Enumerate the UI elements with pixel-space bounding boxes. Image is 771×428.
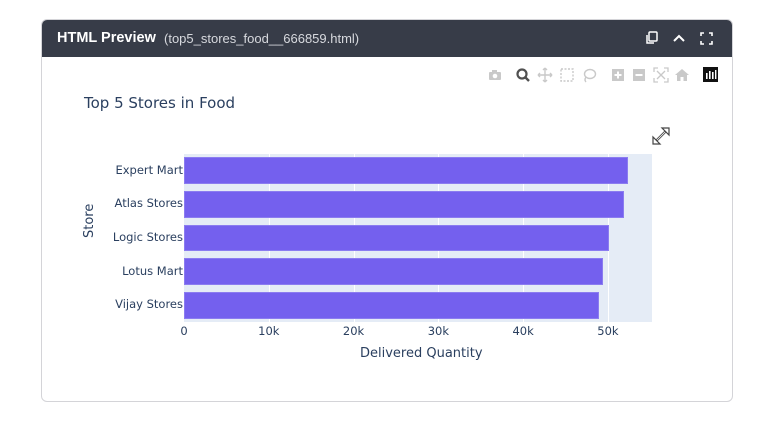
bar-atlas-stores[interactable] [184, 190, 625, 218]
box-select-icon[interactable] [559, 67, 575, 83]
lasso-select-icon[interactable] [581, 67, 597, 83]
resize-diagonal-icon[interactable] [651, 126, 671, 150]
panel-filename: (top5_stores_food__666859.html) [164, 31, 360, 46]
panel-title: HTML Preview [57, 30, 156, 46]
zoom-out-icon[interactable] [631, 67, 647, 83]
x-tick-label: 10k [258, 324, 280, 338]
x-tick-label: 50k [597, 324, 619, 338]
plotly-logo-icon[interactable] [703, 67, 719, 83]
camera-icon[interactable] [487, 67, 503, 83]
pan-icon[interactable] [537, 67, 553, 83]
zoom-icon[interactable] [515, 67, 531, 83]
x-axis-title: Delivered Quantity [360, 346, 483, 361]
y-tick-label: Expert Mart [115, 162, 183, 177]
collapse-chevron-up-icon[interactable] [670, 29, 688, 47]
bar-logic-stores[interactable] [184, 224, 609, 252]
y-axis-title: Store [82, 203, 97, 238]
autoscale-icon[interactable] [653, 67, 669, 83]
y-axis-tick-labels: Expert Mart Atlas Stores Logic Stores Lotus… [42, 154, 183, 322]
x-tick-label: 20k [342, 324, 365, 338]
x-tick-label: 40k [512, 324, 534, 338]
y-tick-label: Logic Stores [112, 230, 183, 244]
panel-header: HTML Preview (top5_stores_food__666859.h… [42, 20, 732, 57]
html-preview-panel: HTML Preview (top5_stores_food__666859.h… [41, 19, 733, 402]
chart-plot-area[interactable] [184, 154, 652, 322]
bar-lotus-mart[interactable] [184, 258, 603, 286]
copy-icon[interactable] [643, 29, 661, 47]
x-tick-label: 0 [180, 324, 188, 338]
chart-title: Top 5 Stores in Food [84, 94, 236, 112]
reset-axes-home-icon[interactable] [674, 67, 690, 83]
y-tick-label: Vijay Stores [115, 297, 183, 312]
y-tick-label: Lotus Mart [122, 263, 183, 278]
bar-vijay-stores[interactable] [184, 291, 599, 319]
y-tick-label: Atlas Stores [114, 196, 183, 211]
zoom-in-icon[interactable] [610, 67, 626, 83]
x-tick-label: 30k [427, 324, 449, 338]
fullscreen-icon[interactable] [697, 29, 715, 47]
bar-expert-mart[interactable] [184, 157, 629, 185]
